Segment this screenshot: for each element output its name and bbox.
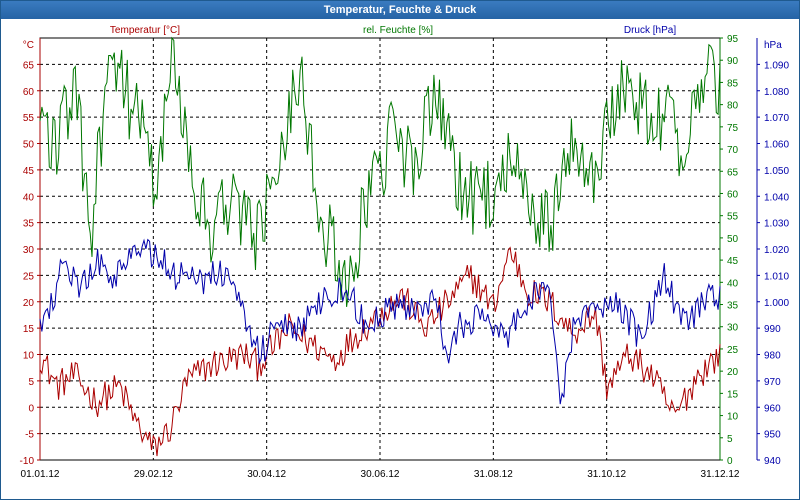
- humidity-tick-label: 50: [727, 234, 739, 245]
- humidity-axis-title: rel. Feuchte [%]: [363, 25, 433, 36]
- temperature-tick-label: 20: [23, 298, 35, 309]
- pressure-tick-label: 960: [764, 403, 781, 414]
- temperature-tick-label: 55: [23, 113, 35, 124]
- temperature-axis-title: Temperatur [°C]: [110, 25, 180, 36]
- temperature-tick-label: 15: [23, 324, 35, 335]
- temperature-tick-label: 30: [23, 245, 35, 256]
- temperature-tick-label: 65: [23, 60, 35, 71]
- humidity-tick-label: 30: [727, 323, 739, 334]
- pressure-tick-label: 1.060: [764, 140, 789, 151]
- temperature-tick-label: 35: [23, 219, 35, 230]
- humidity-tick-label: 60: [727, 189, 739, 200]
- humidity-tick-label: 90: [727, 56, 739, 67]
- pressure-tick-label: 970: [764, 377, 781, 388]
- temperature-tick-label: 10: [23, 351, 35, 362]
- x-tick-label: 31.08.12: [474, 469, 513, 480]
- temperature-tick-label: 5: [28, 377, 34, 388]
- pressure-tick-label: 1.080: [764, 87, 789, 98]
- humidity-tick-label: 40: [727, 278, 739, 289]
- humidity-tick-label: 45: [727, 256, 739, 267]
- x-tick-label: 30.06.12: [361, 469, 400, 480]
- humidity-tick-label: 95: [727, 34, 739, 45]
- pressure-tick-label: 1.000: [764, 298, 789, 309]
- x-tick-label: 29.02.12: [134, 469, 173, 480]
- humidity-tick-label: 55: [727, 212, 739, 223]
- humidity-tick-label: 5: [727, 434, 733, 445]
- humidity-tick-label: 20: [727, 367, 739, 378]
- x-tick-label: 30.04.12: [247, 469, 286, 480]
- pressure-tick-label: 1.030: [764, 219, 789, 230]
- temperature-tick-label: 50: [23, 140, 35, 151]
- pressure-tick-label: 940: [764, 456, 781, 467]
- pressure-axis-title: Druck [hPa]: [624, 25, 676, 36]
- humidity-tick-label: 0: [727, 456, 733, 467]
- temperature-tick-label: 40: [23, 192, 35, 203]
- temperature-tick-label: -10: [20, 456, 35, 467]
- pressure-tick-label: 1.010: [764, 271, 789, 282]
- humidity-tick-label: 70: [727, 145, 739, 156]
- humidity-tick-label: 25: [727, 345, 739, 356]
- temperature-tick-label: -5: [25, 430, 34, 441]
- humidity-tick-label: 15: [727, 389, 739, 400]
- humidity-tick-label: 75: [727, 123, 739, 134]
- humidity-tick-label: 85: [727, 78, 739, 89]
- pressure-tick-label: 1.050: [764, 166, 789, 177]
- temperature-series-line: [39, 246, 721, 457]
- pressure-tick-label: 990: [764, 324, 781, 335]
- window-title: Temperatur, Feuchte & Druck: [1, 1, 799, 19]
- pressure-tick-label: 1.040: [764, 192, 789, 203]
- pressure-tick-label: 1.090: [764, 60, 789, 71]
- axis-labels: 65605550454035302520151050-5-10°C9590858…: [20, 25, 790, 480]
- series-lines: [39, 36, 721, 457]
- temperature-tick-label: 0: [28, 403, 34, 414]
- x-tick-label: 31.10.12: [587, 469, 626, 480]
- temperature-tick-label: 60: [23, 87, 35, 98]
- humidity-series-line: [39, 36, 721, 307]
- humidity-tick-label: 80: [727, 101, 739, 112]
- humidity-tick-label: 65: [727, 167, 739, 178]
- pressure-tick-label: 980: [764, 351, 781, 362]
- axes: [37, 37, 760, 461]
- humidity-tick-label: 10: [727, 412, 739, 423]
- pressure-tick-label: 1.070: [764, 113, 789, 124]
- temperature-tick-label: 45: [23, 166, 35, 177]
- pressure-tick-label: 1.020: [764, 245, 789, 256]
- pressure-tick-label: 950: [764, 430, 781, 441]
- x-tick-label: 01.01.12: [21, 469, 60, 480]
- temperature-unit-label: °C: [23, 40, 34, 51]
- pressure-series-line: [39, 238, 721, 405]
- temperature-tick-label: 25: [23, 271, 35, 282]
- x-tick-label: 31.12.12: [701, 469, 740, 480]
- humidity-tick-label: 35: [727, 301, 739, 312]
- pressure-unit-label: hPa: [764, 40, 782, 51]
